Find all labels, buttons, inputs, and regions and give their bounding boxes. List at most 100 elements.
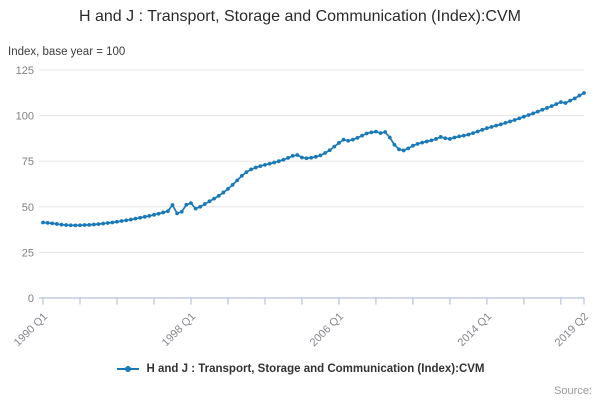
data-point xyxy=(558,100,563,104)
y-axis-unit-note: Index, base year = 100 xyxy=(8,46,126,58)
data-point xyxy=(45,220,50,225)
data-point xyxy=(452,135,457,140)
legend-series-label: H and J : Transport, Storage and Communi… xyxy=(146,363,485,375)
data-point xyxy=(526,113,531,117)
data-point xyxy=(249,167,253,172)
data-point xyxy=(503,121,508,125)
x-tick-label: 2019 Q2 xyxy=(553,311,591,349)
data-point xyxy=(480,127,485,132)
data-point xyxy=(193,206,198,211)
data-point xyxy=(179,209,184,214)
data-point xyxy=(475,129,480,134)
data-point xyxy=(105,221,110,225)
data-point xyxy=(341,137,346,142)
data-point xyxy=(170,203,175,207)
data-point xyxy=(267,161,272,166)
data-point xyxy=(517,116,522,121)
data-point xyxy=(59,222,64,227)
data-point xyxy=(521,114,526,119)
data-point xyxy=(360,133,364,138)
x-tick-label: 2006 Q1 xyxy=(308,311,346,349)
data-point xyxy=(415,141,420,146)
data-point xyxy=(508,119,512,124)
data-point xyxy=(424,139,429,144)
data-point xyxy=(124,218,129,223)
data-point xyxy=(226,187,230,191)
y-tick-label: 50 xyxy=(22,202,34,214)
data-point xyxy=(198,204,203,209)
y-tick-label: 100 xyxy=(16,111,34,123)
data-point xyxy=(429,138,434,143)
data-point xyxy=(387,135,392,140)
data-point xyxy=(374,129,378,134)
data-point xyxy=(189,201,193,206)
data-point xyxy=(332,144,337,149)
data-point xyxy=(383,130,388,134)
x-tick-label: 1998 Q1 xyxy=(160,311,198,349)
data-point xyxy=(554,102,559,107)
data-point xyxy=(392,142,397,147)
data-point xyxy=(540,107,545,112)
data-point xyxy=(253,165,258,170)
source-label: Source: xyxy=(554,385,592,397)
data-point xyxy=(281,157,286,162)
data-point xyxy=(142,214,147,219)
data-point xyxy=(582,91,586,95)
plot-svg: 0 25 50 75 100 125 1990 Q1 1998 Q1 2006 Q1 2014 Q… xyxy=(12,65,591,349)
y-tick-label: 0 xyxy=(28,293,34,305)
data-point xyxy=(50,221,55,226)
data-point xyxy=(147,214,152,218)
data-point xyxy=(165,209,170,214)
data-point xyxy=(346,138,351,143)
data-point xyxy=(239,173,244,178)
data-point xyxy=(64,223,69,227)
data-point xyxy=(512,118,517,122)
data-point xyxy=(73,223,78,228)
data-point xyxy=(207,199,212,204)
data-point xyxy=(318,153,323,158)
data-point xyxy=(161,210,166,215)
data-point xyxy=(313,154,318,159)
plot-area: 0 25 50 75 100 125 1990 Q1 1998 Q1 2006 Q1 2014 Q… xyxy=(0,60,600,360)
data-point xyxy=(101,221,106,226)
data-point xyxy=(244,170,249,175)
data-point xyxy=(563,101,568,105)
data-point xyxy=(549,104,554,109)
data-point xyxy=(295,153,300,157)
data-point xyxy=(364,131,369,136)
data-point xyxy=(152,212,156,217)
data-point xyxy=(448,137,452,141)
data-point xyxy=(401,148,406,153)
data-point xyxy=(406,146,411,151)
data-point xyxy=(350,137,355,142)
y-tick-label: 125 xyxy=(16,65,34,77)
data-point xyxy=(378,131,383,136)
data-point xyxy=(355,135,360,140)
data-point xyxy=(545,106,549,110)
data-point xyxy=(235,178,240,183)
y-tick-label: 75 xyxy=(22,156,34,168)
data-point xyxy=(531,111,536,116)
data-point xyxy=(286,156,290,160)
data-point xyxy=(230,183,235,187)
series-line xyxy=(42,92,585,227)
data-point xyxy=(263,162,267,167)
data-point xyxy=(54,222,59,226)
data-point xyxy=(568,98,573,103)
data-point xyxy=(128,217,133,222)
data-point xyxy=(119,219,124,223)
data-point xyxy=(300,155,304,160)
data-point xyxy=(420,140,425,145)
data-point xyxy=(457,134,462,139)
data-point xyxy=(156,211,161,216)
data-point xyxy=(78,223,82,228)
data-point xyxy=(258,164,263,169)
data-point xyxy=(91,222,96,227)
legend: H and J : Transport, Storage and Communi… xyxy=(0,363,600,375)
chart-title: H and J : Transport, Storage and Communi… xyxy=(79,8,521,25)
data-point xyxy=(411,143,415,148)
data-point xyxy=(489,125,494,129)
data-point xyxy=(304,156,309,161)
data-point xyxy=(327,148,332,153)
data-point xyxy=(443,136,448,141)
